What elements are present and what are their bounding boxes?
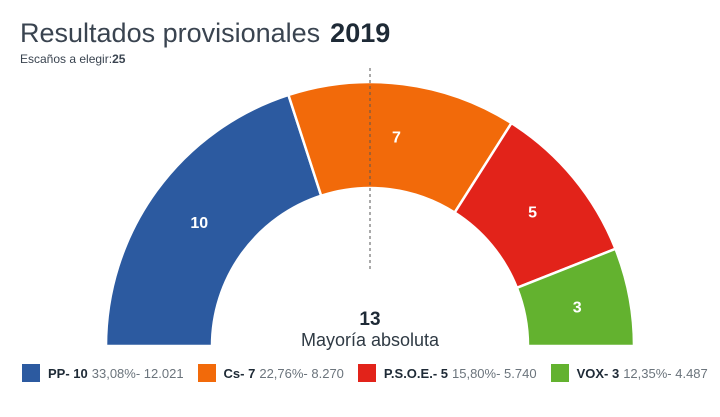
title-year: 2019 xyxy=(330,18,391,48)
legend-name: Cs- 7 xyxy=(223,365,256,381)
slice-pp[interactable] xyxy=(104,93,323,348)
legend: PP- 10 33,08%- 12.021 Cs- 7 22,76%- 8.27… xyxy=(22,364,720,382)
subtitle-label: Escaños a elegir: xyxy=(20,52,113,66)
legend-detail: 12,35%- 4.487 xyxy=(623,365,708,381)
legend-name: PP- 10 xyxy=(48,365,88,381)
slice-label: 3 xyxy=(573,299,582,316)
slice-vox[interactable] xyxy=(515,247,636,348)
slice-label: 10 xyxy=(190,215,208,232)
legend-item[interactable]: PP- 10 33,08%- 12.021 xyxy=(22,364,184,382)
legend-swatch xyxy=(197,364,216,382)
majority-value: 13 xyxy=(359,309,381,330)
seats-to-elect: Escaños a elegir:25 xyxy=(20,52,125,66)
legend-item[interactable]: Cs- 7 22,76%- 8.270 xyxy=(197,364,344,382)
legend-detail: 22,76%- 8.270 xyxy=(259,365,344,381)
legend-swatch xyxy=(550,364,569,382)
legend-detail: 15,80%- 5.740 xyxy=(452,365,537,381)
legend-swatch xyxy=(357,364,376,382)
legend-swatch xyxy=(22,364,40,382)
slice-label: 5 xyxy=(528,205,537,222)
subtitle-value: 25 xyxy=(112,52,126,66)
majority-label: Mayoría absoluta xyxy=(300,330,440,350)
legend-item[interactable]: P.S.O.E.- 5 15,80%- 5.740 xyxy=(357,364,537,382)
legend-name: VOX- 3 xyxy=(576,365,620,381)
legend-item[interactable]: VOX- 3 12,35%- 4.487 xyxy=(550,364,708,382)
slice-label: 7 xyxy=(392,130,401,147)
legend-detail: 33,08%- 12.021 xyxy=(91,365,184,381)
legend-name: P.S.O.E.- 5 xyxy=(383,365,448,381)
chart-title: Resultados provisionales 2019 xyxy=(20,18,390,49)
title-text: Resultados provisionales xyxy=(20,18,321,48)
